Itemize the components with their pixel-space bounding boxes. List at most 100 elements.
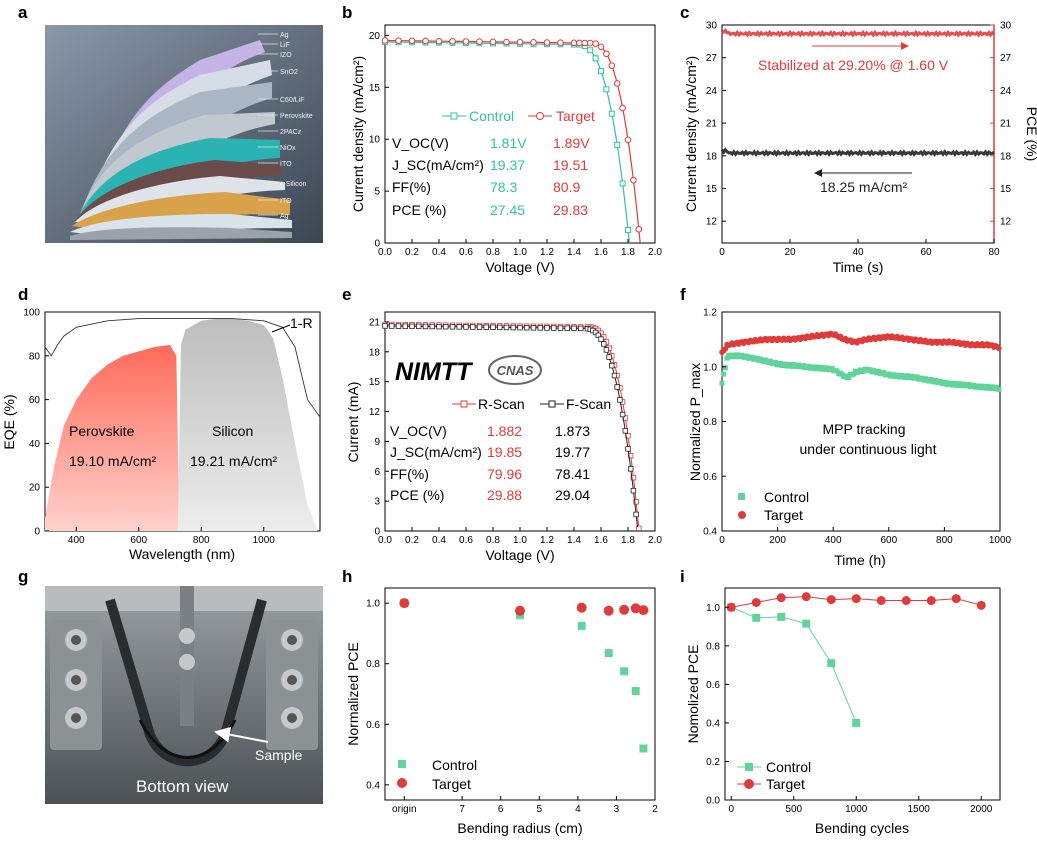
chart-e-point	[557, 325, 564, 331]
chart-b-table-label-0: V_OC(V)	[392, 135, 449, 151]
legend-i-target-marker	[744, 779, 754, 789]
chart-i-ytick-0: 0.0	[706, 796, 720, 807]
chart-b-point	[624, 136, 632, 144]
chart-e-point	[619, 411, 626, 418]
chart-i-xtick-4: 2000	[970, 804, 993, 815]
chart-d-area-perovskite	[45, 344, 180, 531]
chart-b-point	[476, 38, 483, 45]
chart-c-y2tick-1: 15	[1000, 184, 1012, 195]
chart-f-ylabel: Normalized P_max	[687, 363, 703, 481]
legend-e-r-marker	[460, 400, 468, 408]
chart-c-ytick-5: 27	[706, 53, 718, 64]
chart-e-ytick-2: 6	[374, 467, 380, 478]
chart-f-control-point	[719, 380, 725, 386]
chart-c-xlabel: Time (s)	[833, 259, 884, 275]
chart-h-xtick-4: 4	[575, 804, 581, 815]
chart-i-target-point	[826, 595, 836, 605]
chart-b-point	[603, 50, 610, 58]
chart-c-xtick-3: 60	[920, 247, 932, 258]
photo-a-layer-label-9: c-Silicon	[280, 181, 307, 188]
chart-h-xtick-2: 6	[498, 804, 504, 815]
chart-e-table-r-2: 79.96	[487, 466, 522, 482]
chart-e-table-f-2: 78.41	[555, 466, 590, 482]
chart-d: 400 600 800 1000 0 20 40 60 80 100 1-R Perovskite…	[1, 308, 321, 562]
chart-i-ytick-2: 0.4	[706, 718, 720, 729]
chart-f-xtick-0: 0	[719, 535, 725, 546]
chart-b-point	[613, 80, 621, 87]
chart-e-xtick-8: 1.6	[594, 535, 608, 546]
chart-e-point	[510, 324, 516, 331]
chart-h-ytick-1: 0.6	[366, 720, 380, 731]
chart-e-xlabel: Voltage (V)	[485, 547, 554, 563]
chart-e-ylabel: Current (mA)	[345, 382, 361, 463]
chart-e-point	[389, 323, 395, 329]
bottom-view-label: Bottom view	[136, 777, 229, 796]
chart-e-point	[517, 324, 523, 331]
chart-f-control-point	[721, 371, 727, 377]
chart-d-ytick-1: 20	[29, 483, 41, 494]
chart-e-point	[456, 324, 462, 330]
photo-a-layer-label-5: Perovskite	[280, 113, 313, 120]
chart-e-point	[524, 325, 530, 331]
chart-e-xtick-9: 1.8	[621, 535, 635, 546]
legend-e-f-scan: F-Scan	[566, 396, 611, 412]
chart-c-y2label: PCE (%)	[1024, 107, 1037, 161]
chart-i-xtick-2: 1000	[845, 804, 868, 815]
chart-b-ytick-3: 15	[369, 83, 381, 94]
chart-i-target-point	[976, 600, 986, 610]
chart-e-point	[422, 323, 429, 330]
chart-i-target-point	[801, 592, 811, 602]
legend-i-target: Target	[766, 776, 805, 792]
chart-h-target-point	[630, 603, 641, 614]
chart-h-xtick-5: 3	[614, 804, 620, 815]
photo-a-layer-label-1: LiF	[280, 42, 290, 49]
chart-e-xtick-3: 0.6	[459, 535, 473, 546]
chart-b-point	[516, 38, 524, 46]
chart-f-target-point	[722, 346, 729, 352]
legend-i-control: Control	[766, 759, 811, 775]
chart-b-table-control-3: 27.45	[490, 202, 525, 218]
sample-label: Sample	[255, 747, 303, 763]
photo-a-layer-label-11: Ag	[280, 213, 289, 220]
chart-e-point	[633, 499, 639, 505]
chart-f-control-point	[834, 368, 840, 374]
chart-i-control-point	[827, 659, 836, 668]
chart-e-table-f-1: 19.77	[555, 444, 590, 460]
chart-c-ytick-6: 30	[706, 21, 718, 32]
panel-label-i: i	[680, 567, 685, 586]
chart-c-xtick-4: 80	[988, 247, 1000, 258]
chart-c-ytick-4: 24	[706, 86, 718, 97]
chart-h-xtick-1: 7	[459, 804, 465, 815]
photo-a-layer-label-6: 2PACz	[280, 129, 302, 136]
chart-b-xtick-8: 1.6	[594, 247, 608, 258]
chart-b-xtick-1: 0.2	[405, 247, 419, 258]
chart-i-control-point	[852, 718, 861, 727]
chart-e-point	[578, 325, 584, 332]
chart-d-xtick-1: 600	[130, 535, 147, 546]
chart-h-plot-area	[384, 587, 656, 801]
chart-i-ytick-4: 0.8	[706, 641, 720, 652]
chart-h-target-point	[603, 605, 614, 616]
chart-f-control-point	[846, 374, 852, 380]
chart-b-point	[435, 37, 443, 45]
chart-e-point	[625, 446, 631, 452]
cnas-logo-ring	[488, 355, 542, 385]
chart-b-ytick-2: 10	[369, 135, 381, 146]
chart-b-point	[557, 39, 564, 46]
chart-f-xtick-3: 600	[880, 535, 897, 546]
chart-e-point	[530, 325, 537, 331]
chart-e-point	[636, 525, 642, 531]
chart-e-point	[598, 336, 604, 342]
chart-e-point	[606, 354, 612, 360]
legend-f-target: Target	[764, 507, 803, 523]
chart-b-xlabel: Voltage (V)	[485, 259, 554, 275]
chart-b-point	[395, 37, 402, 44]
chart-h-control-point	[577, 621, 586, 630]
chart-b-table-control-1: 19.37	[490, 157, 525, 173]
chart-b-point	[543, 39, 551, 46]
chart-e-point	[416, 323, 422, 330]
chart-e-point	[628, 452, 634, 459]
legend-e-r-scan: R-Scan	[478, 396, 525, 412]
chart-b-table-target-2: 80.9	[553, 179, 580, 195]
legend-h-target-marker	[397, 778, 407, 788]
